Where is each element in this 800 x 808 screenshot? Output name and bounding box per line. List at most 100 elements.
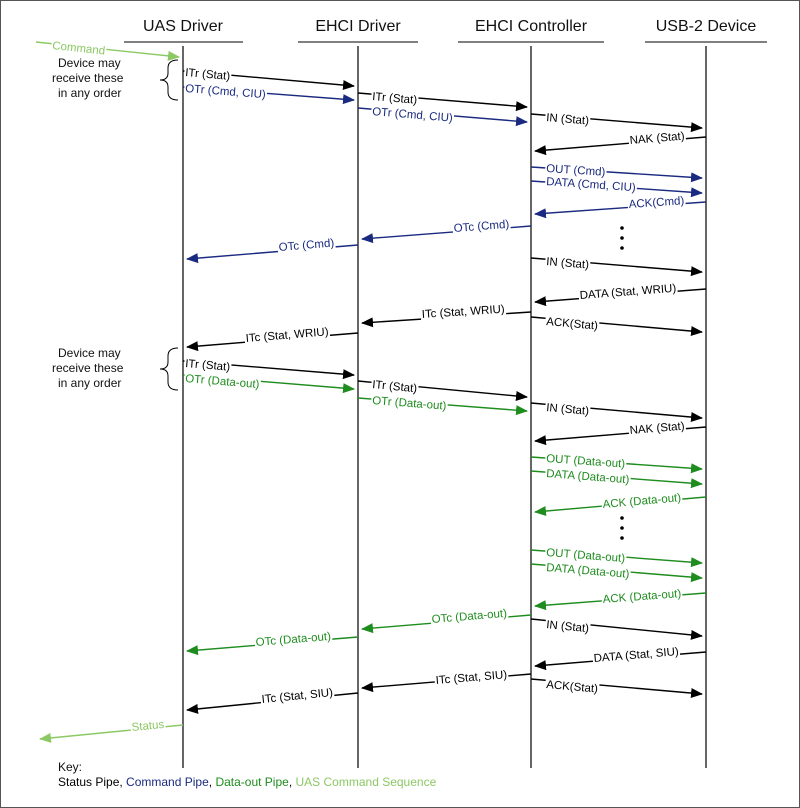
message-arrow: OTc (Data-out) xyxy=(186,630,359,656)
legend-separator: , xyxy=(289,775,296,789)
message-arrow: DATA (Data-out) xyxy=(530,561,703,583)
message-label: ITc (Stat, SIU) xyxy=(261,687,334,706)
message-label: NAK (Stat) xyxy=(629,131,685,147)
legend-data-out-pipe: Data-out Pipe xyxy=(215,775,289,789)
message-arrow: Command xyxy=(35,39,180,61)
message-arrow: DATA (Stat, WRIU) xyxy=(534,282,707,307)
order-note-line: in any order xyxy=(58,86,121,100)
message-label: ACK(Stat) xyxy=(546,316,599,332)
messages: Command ITr (Stat) OTr (Cmd, CIU) ITr (S… xyxy=(35,39,707,743)
message-label: ITc (Stat, WRIU) xyxy=(421,304,505,321)
message-label: OUT (Data-out) xyxy=(546,453,626,471)
ellipsis-dot xyxy=(620,526,624,530)
message-label: OTc (Data-out) xyxy=(431,608,507,626)
message-arrow: ACK(Cmd) xyxy=(534,195,707,219)
message-arrow: ACK (Data-out) xyxy=(534,587,707,611)
label-backing xyxy=(628,130,687,148)
message-arrow: ITr (Stat) xyxy=(182,66,355,91)
message-label: ITr (Stat) xyxy=(185,67,231,83)
message-label: OTr (Data-out) xyxy=(372,395,447,413)
legend-uas-command-sequence: UAS Command Sequence xyxy=(296,775,437,789)
message-label: OTr (Cmd, CIU) xyxy=(185,83,267,101)
ellipsis-dot xyxy=(620,246,624,250)
label-backing xyxy=(544,678,600,696)
message-label: DATA (Stat, WRIU) xyxy=(579,283,676,302)
message-label: OTc (Cmd) xyxy=(453,219,510,235)
order-note-line: receive these xyxy=(52,361,124,375)
continuation-dots xyxy=(620,226,624,540)
message-arrow: DATA (Cmd, CIU) xyxy=(530,175,703,198)
message-arrow: ITc (Stat, SIU) xyxy=(361,669,532,693)
message-label: IN (Stat) xyxy=(546,112,590,127)
label-backing xyxy=(244,326,331,346)
message-label: DATA (Data-out) xyxy=(546,562,630,581)
legend-status-pipe: Status Pipe xyxy=(58,775,120,789)
message-arrow: OTr (Cmd, CIU) xyxy=(182,82,355,105)
message-arrow: ITr (Stat) xyxy=(182,357,355,380)
label-backing xyxy=(260,686,335,707)
message-arrow: NAK (Stat) xyxy=(534,420,707,446)
message-label: IN (Stat) xyxy=(546,256,590,271)
message-label: DATA (Stat, SIU) xyxy=(593,646,679,665)
label-backing xyxy=(544,175,638,195)
message-label: ITr (Stat) xyxy=(372,379,418,395)
lifelines xyxy=(182,46,707,768)
label-backing xyxy=(370,105,455,125)
label-backing xyxy=(544,111,591,128)
legend-separator: , xyxy=(209,775,216,789)
legend-separator: , xyxy=(119,775,126,789)
message-label: ITr (Stat) xyxy=(185,358,231,374)
label-backing xyxy=(370,394,448,413)
label-backing xyxy=(627,195,686,212)
message-label: OUT (Data-out) xyxy=(546,547,626,565)
order-note-line: receive these xyxy=(52,71,124,85)
label-backing xyxy=(544,401,591,418)
order-note-line: in any order xyxy=(58,376,121,390)
message-arrow: ITc (Stat, SIU) xyxy=(186,686,359,714)
message-label: OUT (Cmd) xyxy=(546,163,606,179)
message-label: Command xyxy=(52,40,106,57)
label-backing xyxy=(544,618,591,636)
message-label: Status xyxy=(131,719,165,734)
lane-title-usb2-device: USB-2 Device xyxy=(656,18,757,35)
ellipsis-dot xyxy=(620,516,624,520)
message-arrow: ITc (Stat, WRIU) xyxy=(186,326,359,352)
message-arrow: ITc (Stat, WRIU) xyxy=(361,303,532,328)
legend: Key: Status Pipe, Command Pipe, Data-out… xyxy=(58,760,437,789)
label-backing xyxy=(277,237,336,255)
message-arrow: OTr (Cmd, CIU) xyxy=(357,105,528,127)
ellipsis-dot xyxy=(620,236,624,240)
message-arrow: ACK (Data-out) xyxy=(534,492,707,517)
legend-items: Status Pipe, Command Pipe, Data-out Pipe… xyxy=(58,775,437,789)
message-arrow: OUT (Data-out) xyxy=(530,452,703,474)
label-backing xyxy=(370,90,419,107)
label-backing xyxy=(544,546,627,566)
message-label: ITc (Stat, WRIU) xyxy=(245,326,329,345)
label-backing xyxy=(592,645,681,666)
label-backing xyxy=(420,303,507,322)
label-backing xyxy=(50,39,107,58)
label-backing xyxy=(452,218,511,236)
message-arrow: ACK(Stat) xyxy=(530,315,703,337)
label-backing xyxy=(544,452,627,471)
message-arrow: IN (Stat) xyxy=(530,618,703,640)
message-arrow: ITr (Stat) xyxy=(357,378,528,401)
ellipsis-dot xyxy=(620,226,624,230)
order-note-line: Device may xyxy=(58,56,121,70)
label-backing xyxy=(544,467,631,487)
order-note-2: Device may receive these in any order xyxy=(52,346,179,391)
message-arrow: DATA (Stat, SIU) xyxy=(534,645,707,671)
message-arrow: OTc (Cmd) xyxy=(361,218,532,244)
message-arrow: ACK(Stat) xyxy=(530,678,703,699)
order-note-1: Device may receive these in any order xyxy=(52,56,179,101)
label-backing xyxy=(434,669,509,688)
message-label: DATA (Data-out) xyxy=(546,468,630,486)
message-arrow: OUT (Cmd) xyxy=(530,162,703,183)
curly-brace xyxy=(159,347,179,391)
message-label: ACK (Data-out) xyxy=(602,492,682,511)
message-arrow: ITr (Stat) xyxy=(357,90,528,112)
message-arrow: OTc (Cmd) xyxy=(186,237,359,264)
label-backing xyxy=(254,630,333,650)
message-arrow: OUT (Data-out) xyxy=(530,546,703,568)
